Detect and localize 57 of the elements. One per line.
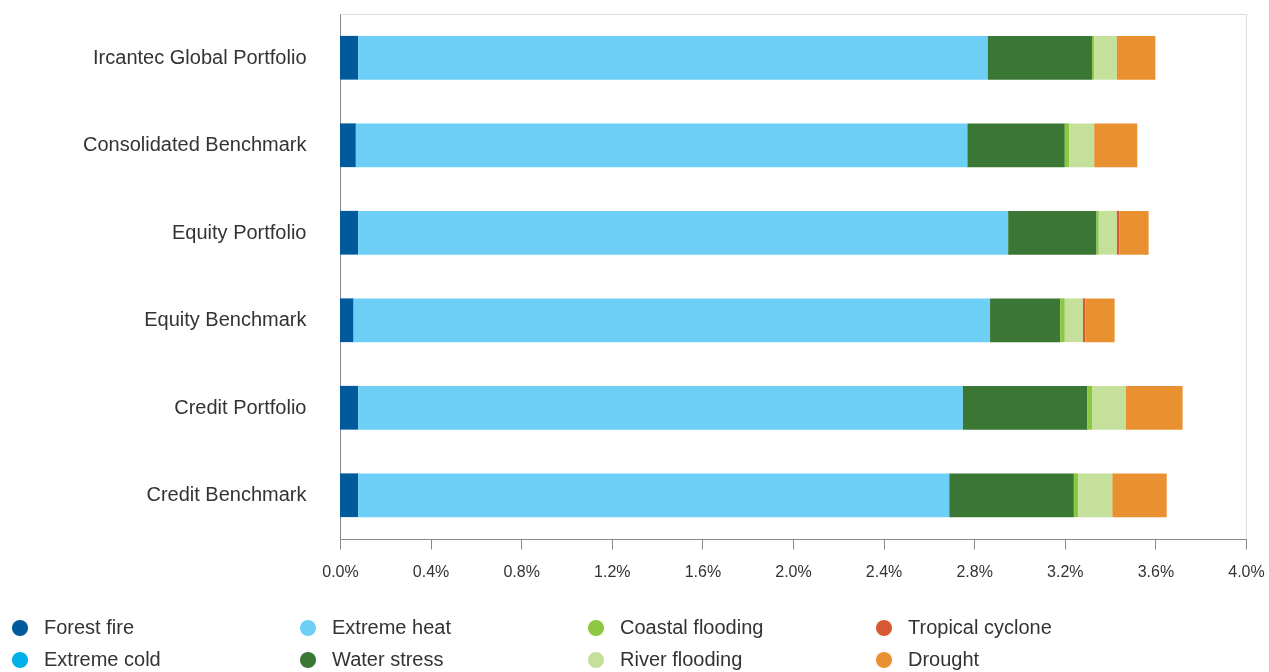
bar (1087, 385, 1092, 430)
legend-label: Drought (908, 648, 980, 670)
y-tick-label: Equity Portfolio (171, 220, 307, 243)
bar (987, 35, 1092, 80)
bar (1125, 385, 1183, 430)
bar (340, 123, 356, 168)
x-tick-label: 0.4% (412, 562, 450, 580)
y-tick-label: Credit Portfolio (174, 395, 307, 418)
bar (1094, 123, 1138, 168)
legend-label: Extreme cold (44, 648, 161, 670)
bar (340, 385, 359, 430)
bar (949, 473, 1074, 518)
bar (1094, 35, 1117, 80)
y-tick-label: Equity Benchmark (144, 308, 308, 331)
bar (340, 210, 359, 255)
legend-label: Forest fire (44, 616, 135, 638)
legend-label: Coastal flooding (620, 616, 764, 638)
bar (353, 298, 991, 343)
bar (1064, 298, 1083, 343)
bar (340, 298, 354, 343)
bar (355, 123, 968, 168)
bar (340, 35, 359, 80)
bar (1091, 385, 1126, 430)
x-tick-label: 0.8% (503, 562, 540, 580)
bar (1085, 298, 1115, 343)
bar (1069, 123, 1095, 168)
bar (340, 473, 359, 518)
x-tick-label: 3.6% (1137, 562, 1175, 580)
y-tick-label: Credit Benchmark (146, 483, 308, 506)
legend-label: Water stress (332, 648, 444, 670)
x-tick-label: 3.2% (1047, 562, 1084, 580)
x-tick-label: 2.4% (865, 562, 903, 580)
x-tick-label: 1.6% (684, 562, 722, 580)
bar (990, 298, 1061, 343)
bar (967, 123, 1065, 168)
bar (962, 385, 1088, 430)
y-tick-label: Ircantec Global Portfolio (93, 45, 307, 68)
x-tick-label: 4.0% (1228, 562, 1265, 580)
bar (358, 35, 988, 80)
x-tick-label: 2.8% (956, 562, 993, 580)
x-tick-label: 2.0% (775, 562, 812, 580)
bar (1008, 210, 1097, 255)
bar (1119, 210, 1149, 255)
bar (1060, 298, 1065, 343)
y-tick-label: Consolidated Benchmark (83, 133, 308, 156)
bar (1098, 210, 1117, 255)
x-tick-label: 0.0% (322, 562, 359, 580)
bar (358, 385, 963, 430)
legend-label: River flooding (620, 648, 743, 670)
bar (358, 210, 1009, 255)
x-tick-label: 1.2% (594, 562, 631, 580)
bar (1112, 473, 1167, 518)
legend-label: Tropical cyclone (908, 616, 1052, 638)
bar (358, 473, 950, 518)
legend-label: Extreme heat (332, 616, 452, 638)
bar (1078, 473, 1113, 518)
bar (1116, 35, 1156, 80)
